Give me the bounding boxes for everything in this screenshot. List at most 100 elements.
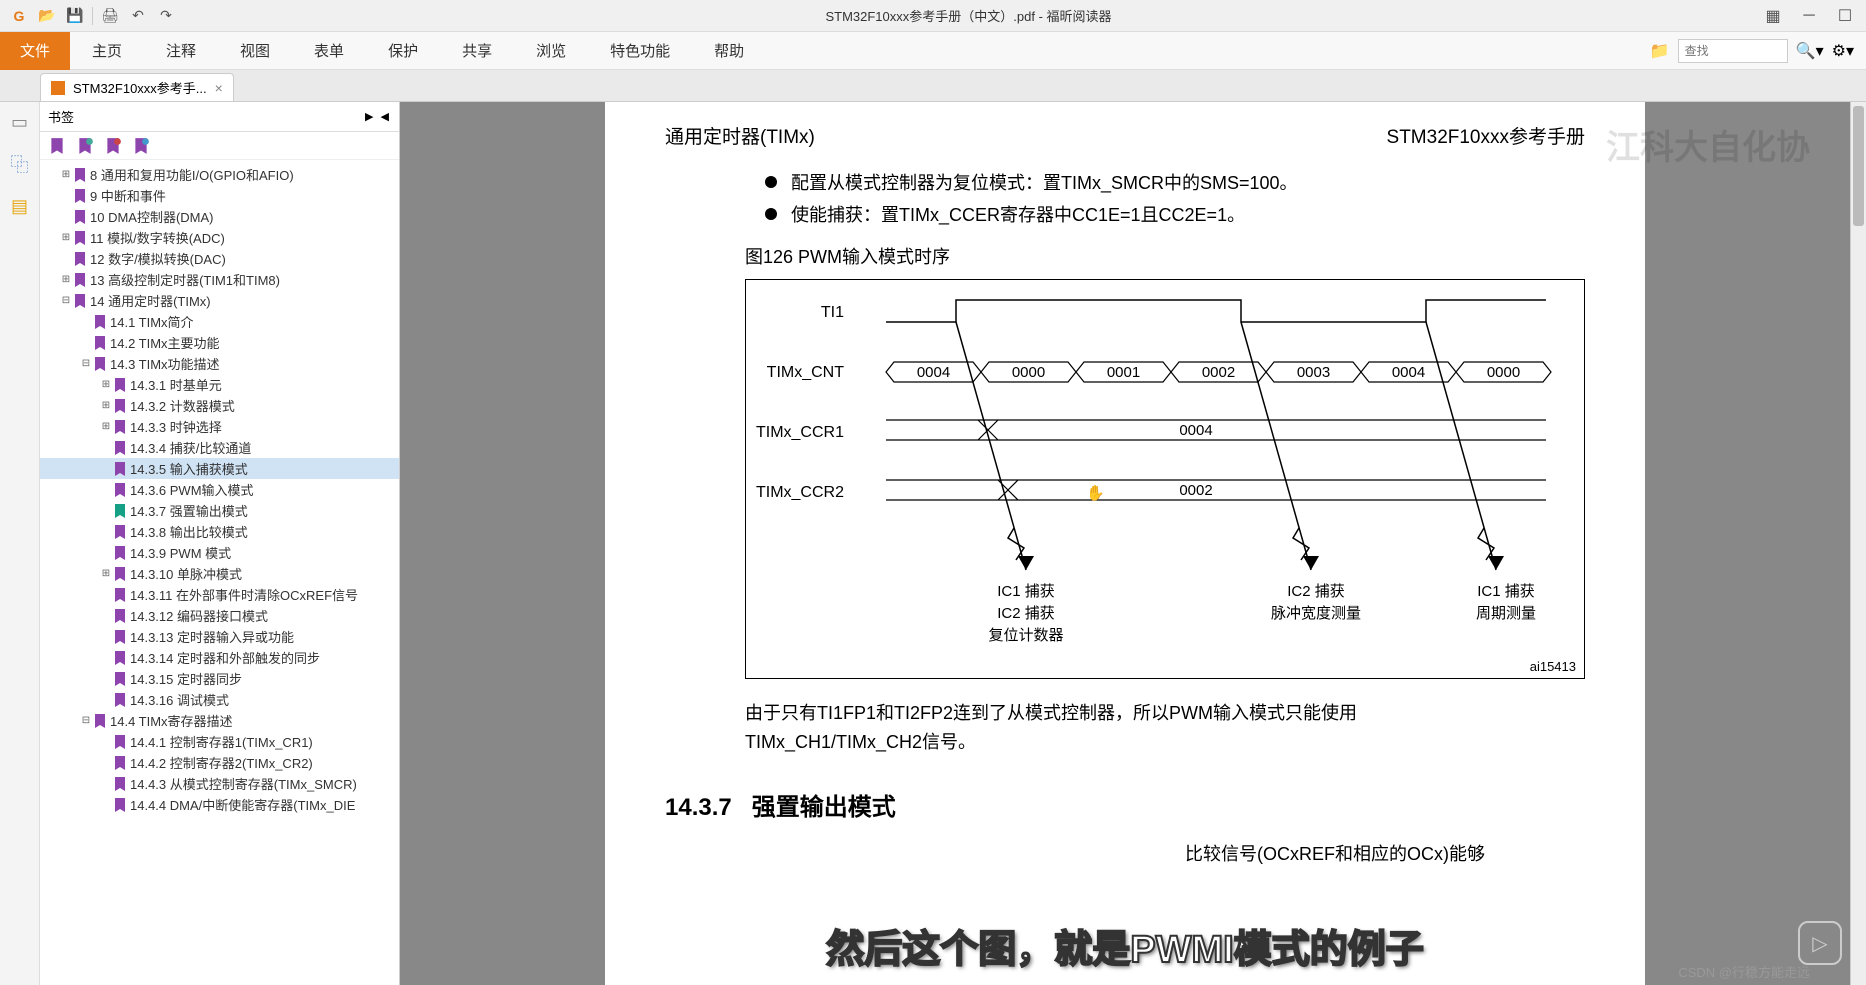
bookmark-tool-4-icon[interactable] (132, 137, 150, 155)
bookmark-item[interactable]: ⊞14.3.10 单脉冲模式 (40, 563, 399, 584)
folder-icon[interactable]: 📁 (1650, 41, 1670, 61)
bookmark-item[interactable]: 14.2 TIMx主要功能 (40, 332, 399, 353)
expand-toggle[interactable]: ⊟ (60, 295, 72, 306)
scrollbar-thumb[interactable] (1853, 106, 1864, 226)
bookmark-item[interactable]: ⊟14.4 TIMx寄存器描述 (40, 710, 399, 731)
redo-icon[interactable]: ↷ (155, 5, 177, 27)
add-bookmark-icon[interactable] (48, 137, 66, 155)
bookmark-item[interactable]: 14.3.7 强置输出模式 (40, 500, 399, 521)
menu-item[interactable]: 浏览 (514, 32, 588, 70)
bookmark-item[interactable]: ⊞14.3.3 时钟选择 (40, 416, 399, 437)
menu-item[interactable]: 注释 (144, 32, 218, 70)
ccr2-value: 0002 (1146, 482, 1246, 499)
paragraph: 由于只有TI1FP1和TI2FP2连到了从模式控制器，所以PWM输入模式只能使用… (745, 699, 1505, 757)
bookmark-icon (114, 651, 126, 665)
search-input[interactable] (1678, 39, 1788, 63)
scrollbar-vertical[interactable] (1850, 102, 1866, 985)
arrow-annotation: 复位计数器 (956, 624, 1096, 645)
settings-icon[interactable]: ⚙▾ (1832, 41, 1854, 61)
bookmark-item[interactable]: 10 DMA控制器(DMA) (40, 206, 399, 227)
bookmark-label: 14.3.15 定时器同步 (130, 669, 242, 688)
bookmark-tree[interactable]: ⊞8 通用和复用功能I/O(GPIO和AFIO)9 中断和事件10 DMA控制器… (40, 160, 399, 985)
arrow-annotation: IC1 捕获 (1436, 580, 1576, 601)
cnt-value: 0003 (1276, 364, 1351, 381)
bookmark-label: 14.3.13 定时器输入异或功能 (130, 627, 294, 646)
figure-caption: 图126 PWM输入模式时序 (745, 243, 1585, 269)
cnt-value: 0004 (896, 364, 971, 381)
bookmark-icon (114, 693, 126, 707)
bookmark-tool-3-icon[interactable] (104, 137, 122, 155)
bookmark-item[interactable]: 14.3.16 调试模式 (40, 689, 399, 710)
expand-toggle[interactable]: ⊞ (60, 169, 72, 180)
undo-icon[interactable]: ↶ (127, 5, 149, 27)
close-tab-icon[interactable]: × (215, 80, 223, 96)
bookmark-item[interactable]: ⊞8 通用和复用功能I/O(GPIO和AFIO) (40, 164, 399, 185)
panel-controls[interactable]: ▶ ◀ (365, 110, 391, 123)
arrow-annotation: 周期测量 (1436, 602, 1576, 623)
note-icon[interactable]: ▤ (8, 194, 32, 218)
menu-item[interactable]: 帮助 (692, 32, 766, 70)
menu-item[interactable]: 视图 (218, 32, 292, 70)
bookmark-item[interactable]: 14.1 TIMx简介 (40, 311, 399, 332)
bookmark-item[interactable]: 14.3.5 输入捕获模式 (40, 458, 399, 479)
search-icon[interactable]: 🔍▾ (1796, 41, 1824, 61)
bookmark-item[interactable]: ⊞14.3.2 计数器模式 (40, 395, 399, 416)
copy-icon[interactable]: ⿻ (8, 152, 32, 176)
bookmark-label: 14.4.4 DMA/中断使能寄存器(TIMx_DIE (130, 795, 355, 814)
bookmark-item[interactable]: 14.3.14 定时器和外部触发的同步 (40, 647, 399, 668)
print-icon[interactable]: 🖨 (99, 5, 121, 27)
bookmark-item[interactable]: 14.3.8 输出比较模式 (40, 521, 399, 542)
bookmark-item[interactable]: 9 中断和事件 (40, 185, 399, 206)
open-icon[interactable]: 📂 (36, 5, 58, 27)
quick-toolbar: G 📂 💾 🖨 ↶ ↷ (8, 5, 177, 27)
expand-toggle[interactable]: ⊞ (60, 232, 72, 243)
bookmark-icon (94, 315, 106, 329)
arrow-annotation: IC2 捕获 (956, 602, 1096, 623)
expand-toggle[interactable]: ⊟ (80, 358, 92, 369)
bookmark-item[interactable]: 14.3.4 捕获/比较通道 (40, 437, 399, 458)
cnt-value: 0001 (1086, 364, 1161, 381)
expand-toggle[interactable]: ⊞ (100, 568, 112, 579)
page-icon[interactable]: ▭ (8, 110, 32, 134)
bookmark-icon (74, 210, 86, 224)
bookmark-item[interactable]: 14.4.2 控制寄存器2(TIMx_CR2) (40, 752, 399, 773)
bookmark-item[interactable]: ⊞11 模拟/数字转换(ADC) (40, 227, 399, 248)
bookmark-item[interactable]: 14.4.1 控制寄存器1(TIMx_CR1) (40, 731, 399, 752)
menu-item[interactable]: 特色功能 (588, 32, 692, 70)
menu-item[interactable]: 表单 (292, 32, 366, 70)
bookmark-item[interactable]: ⊟14 通用定时器(TIMx) (40, 290, 399, 311)
bullet-2-text: 使能捕获：置TIMx_CCER寄存器中CC1E=1且CC2E=1。 (791, 201, 1245, 227)
content-viewport[interactable]: 通用定时器(TIMx) STM32F10xxx参考手册 配置从模式控制器为复位模… (400, 102, 1850, 985)
bookmark-item[interactable]: ⊞13 高级控制定时器(TIM1和TIM8) (40, 269, 399, 290)
bookmark-item[interactable]: 14.4.3 从模式控制寄存器(TIMx_SMCR) (40, 773, 399, 794)
expand-toggle[interactable]: ⊞ (60, 274, 72, 285)
expand-toggle[interactable]: ⊞ (100, 400, 112, 411)
bookmark-label: 14.3.5 输入捕获模式 (130, 459, 248, 478)
menu-item[interactable]: 保护 (366, 32, 440, 70)
minimize-button[interactable]: ─ (1796, 5, 1822, 27)
file-menu[interactable]: 文件 (0, 32, 70, 70)
bookmark-item[interactable]: 14.3.11 在外部事件时清除OCxREF信号 (40, 584, 399, 605)
expand-toggle[interactable]: ⊞ (100, 379, 112, 390)
bookmark-item[interactable]: 14.4.4 DMA/中断使能寄存器(TIMx_DIE (40, 794, 399, 815)
bookmark-item[interactable]: 14.3.9 PWM 模式 (40, 542, 399, 563)
bookmark-item[interactable]: 12 数字/模拟转换(DAC) (40, 248, 399, 269)
bookmark-item[interactable]: 14.3.12 编码器接口模式 (40, 605, 399, 626)
menu-item[interactable]: 共享 (440, 32, 514, 70)
bookmark-item[interactable]: ⊞14.3.1 时基单元 (40, 374, 399, 395)
bookmark-icon (114, 399, 126, 413)
bookmark-tool-2-icon[interactable] (76, 137, 94, 155)
cnt-value: 0004 (1371, 364, 1446, 381)
ribbon-toggle-icon[interactable]: ▦ (1760, 5, 1786, 27)
bookmark-item[interactable]: 14.3.6 PWM输入模式 (40, 479, 399, 500)
expand-toggle[interactable]: ⊞ (100, 421, 112, 432)
expand-toggle[interactable]: ⊟ (80, 715, 92, 726)
bookmark-item[interactable]: ⊟14.3 TIMx功能描述 (40, 353, 399, 374)
menu-item[interactable]: 主页 (70, 32, 144, 70)
bookmark-item[interactable]: 14.3.13 定时器输入异或功能 (40, 626, 399, 647)
app-icon[interactable]: G (8, 5, 30, 27)
document-tab[interactable]: STM32F10xxx参考手... × (40, 73, 234, 101)
maximize-button[interactable]: ☐ (1832, 5, 1858, 27)
bookmark-item[interactable]: 14.3.15 定时器同步 (40, 668, 399, 689)
save-icon[interactable]: 💾 (64, 5, 86, 27)
